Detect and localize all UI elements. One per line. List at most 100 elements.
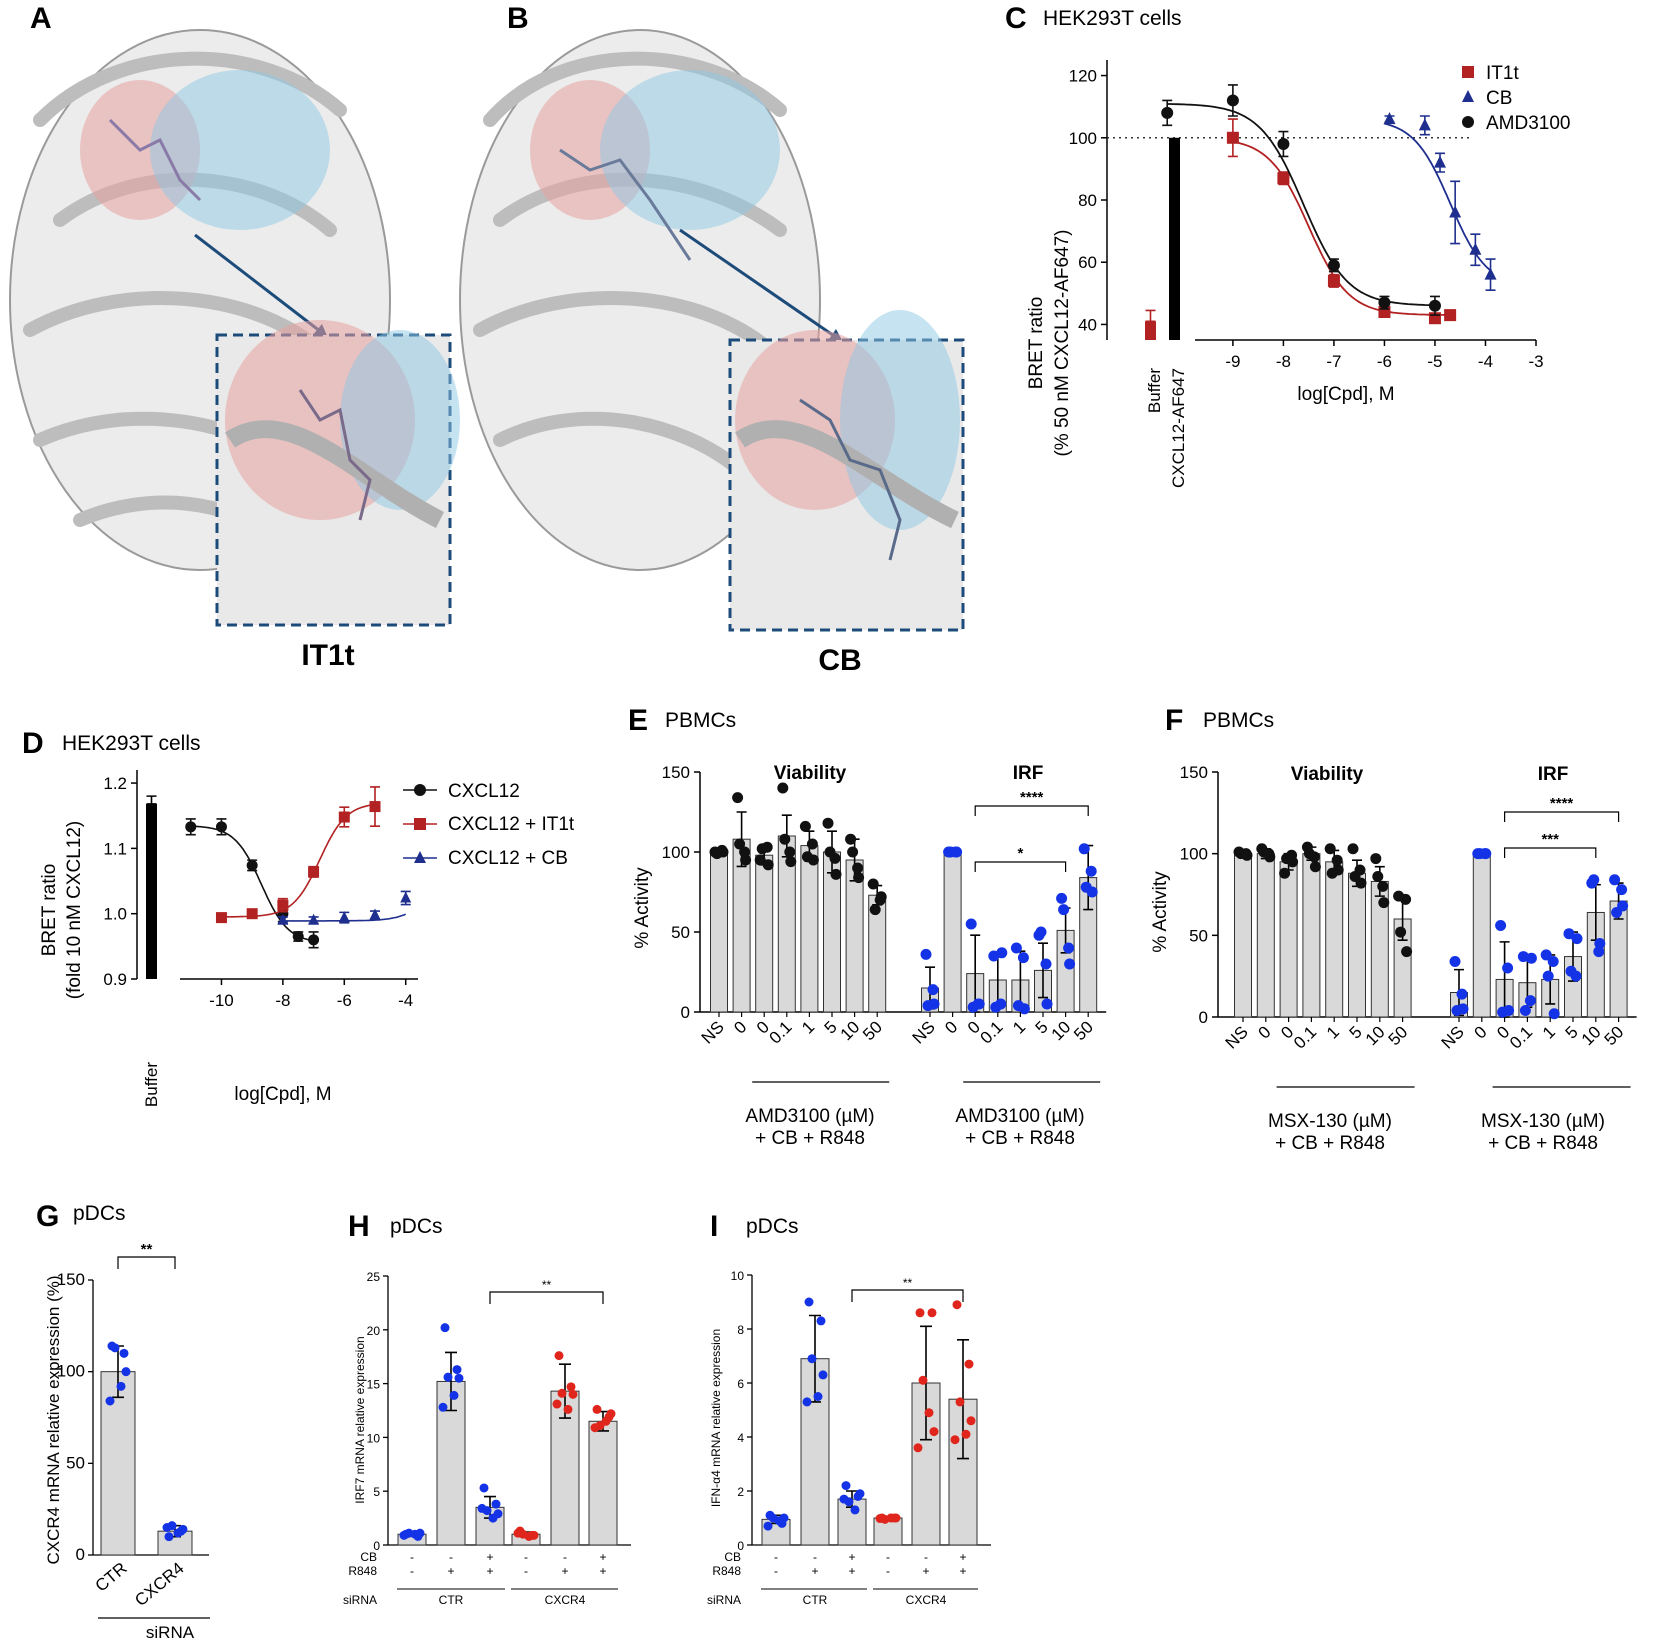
panel-h-dot-2-5 — [493, 1509, 503, 1519]
panel-h-ytick-label-4: 20 — [367, 1324, 381, 1338]
panel-g-subtitle: pDCs — [73, 1202, 126, 1225]
panel-h-cond-0-1: - — [449, 1550, 453, 1564]
panel-c-fit-0 — [1232, 140, 1451, 316]
panel-i-chart: I pDCs IFN-α4 mRNA relative expression 0… — [707, 1210, 991, 1607]
panel-f-dot-1-6-3 — [1593, 946, 1605, 958]
panel-d-legend-it1t: CXCL12 + IT1t — [448, 814, 575, 835]
panel-f-dot-1-0-2 — [1451, 1004, 1463, 1016]
panel-f-xlabel-irf-2: + CB + R848 — [1488, 1133, 1598, 1154]
panel-i-ytick-label-5: 10 — [731, 1269, 745, 1283]
panel-f-group-title-irf: IRF — [1538, 764, 1569, 785]
panel-i-dot-5-2 — [955, 1397, 965, 1407]
panel-h-cond-0-5: + — [599, 1550, 606, 1564]
panel-h-cond-1-1: + — [447, 1564, 454, 1578]
panel-e-xlabel-viability-2: + CB + R848 — [755, 1128, 865, 1149]
panel-f-xlabel-viability-2: + CB + R848 — [1275, 1133, 1385, 1154]
panel-f-ytick-label-0: 0 — [1199, 1008, 1208, 1027]
panel-h-ylabel: IRF7 mRNA relative expression — [353, 1336, 367, 1503]
panel-c-control-cxcl12: CXCL12-AF647 — [1169, 368, 1188, 488]
panel-e-dot-1-6-1 — [1064, 958, 1076, 970]
panel-f-bar-0-4 — [1325, 861, 1344, 1018]
panel-e-dot-0-2-1 — [762, 859, 774, 871]
panel-c-ylabel-2: (% 50 nM CXCL12-AF647) — [1052, 229, 1073, 456]
panel-c-point-2-4 — [1378, 296, 1391, 309]
panel-h-cond-0-3: - — [524, 1550, 528, 1564]
panel-e-chart: E PBMCs % Activity Viability IRF AMD3100… — [628, 704, 1107, 1149]
panel-e-ytick-label-1: 50 — [671, 923, 690, 942]
panel-g-dot-1-4 — [162, 1523, 172, 1532]
panel-h-ytick-label-2: 10 — [367, 1431, 381, 1445]
panel-h-ytick-label-1: 5 — [373, 1485, 380, 1499]
panel-h-chart: H pDCs IRF7 mRNA relative expression 0 5 1… — [343, 1210, 631, 1607]
panel-f-xtick-label-0-5: 5 — [1346, 1022, 1366, 1042]
panel-e-dot-0-1-2 — [734, 838, 746, 850]
panel-d-point-0-2 — [246, 859, 258, 871]
panel-c-subtitle: HEK293T cells — [1043, 7, 1182, 30]
panel-e-dot-1-0-0 — [920, 948, 932, 960]
panel-c-xtick-label-5: -4 — [1478, 352, 1493, 371]
panel-e-dot-0-3-3 — [784, 846, 796, 858]
panel-e-dot-1-0-3 — [927, 984, 939, 996]
panel-i-cond-0-1: - — [813, 1550, 817, 1564]
panel-i-dot-3-4 — [875, 1514, 885, 1524]
panel-i-dot-2-4 — [839, 1494, 849, 1504]
panel-d-chart: D HEK293T cells BRET ratio (fold 10 nM C… — [22, 727, 575, 1107]
panel-f-xtick-label-0-0: NS — [1222, 1022, 1252, 1052]
panel-h-ytick-label-3: 15 — [367, 1378, 381, 1392]
panel-f-sig-label-1: *** — [1541, 831, 1559, 848]
panel-h-sig-label-0: ** — [542, 1278, 552, 1292]
panel-h-cond-1-2: + — [486, 1564, 493, 1578]
panel-c-xtick-label-2: -7 — [1326, 352, 1341, 371]
panel-g-ylabel: CXCR4 mRNA relative expression (%) — [44, 1275, 63, 1564]
panel-e-dot-0-6-2 — [847, 846, 859, 858]
panel-i-dot-2-0 — [841, 1481, 851, 1491]
panel-f-sig-bracket-1 — [1504, 847, 1597, 858]
panel-i-dot-1-3 — [813, 1392, 823, 1401]
panel-a-caption: IT1t — [301, 639, 354, 672]
panel-i-dot-2-5 — [855, 1489, 865, 1499]
panel-d-xtick-label-2: -6 — [337, 991, 352, 1010]
panel-e-dot-1-5-1 — [1041, 998, 1053, 1010]
panel-f-subtitle: PBMCs — [1203, 709, 1274, 732]
panel-i-sirna-name: siRNA — [707, 1593, 741, 1607]
panel-f-dot-0-4-3 — [1331, 854, 1343, 866]
panel-h-cond-1-5: + — [599, 1564, 606, 1578]
panel-c-point-1-3 — [1449, 205, 1462, 218]
panel-d-legend-marker-1 — [414, 818, 426, 830]
panel-d-legend-marker-2 — [414, 851, 426, 863]
panel-h-dot-2-0 — [479, 1483, 489, 1493]
panel-b-label: B — [507, 2, 529, 35]
panel-e-dot-0-3-2 — [779, 833, 791, 845]
panel-e-xtick-label-0-7: 50 — [859, 1017, 886, 1044]
panel-c-point-1-2 — [1434, 155, 1447, 168]
panel-g-dot-0-3 — [116, 1381, 126, 1391]
panel-e-dot-0-5-1 — [830, 868, 842, 880]
panel-f-dot-0-6-2 — [1372, 871, 1384, 883]
panel-i-sig-bracket-0 — [851, 1289, 964, 1302]
panel-f-ytick-label-2: 100 — [1180, 845, 1208, 864]
panel-d-point-1-5 — [369, 801, 381, 813]
panel-e-ytick-label-2: 100 — [662, 843, 690, 862]
panel-e-xtick-label-0-0: NS — [698, 1017, 728, 1047]
panel-i-cond-0-5: + — [959, 1550, 966, 1564]
panel-e-ytick-label-0: 0 — [681, 1003, 690, 1022]
panel-c-point-1-5 — [1484, 267, 1497, 280]
panel-e-xtick-label-1-5: 5 — [1032, 1017, 1052, 1037]
panel-c-point-1-4 — [1469, 242, 1482, 255]
panel-f-dot-1-2-3 — [1502, 962, 1514, 974]
panel-h-cond-name-1: R848 — [348, 1564, 377, 1578]
panel-i-cond-0-4: - — [924, 1550, 928, 1564]
panel-f-xtick-label-0-7: 50 — [1385, 1022, 1412, 1049]
panel-h-label: H — [348, 1210, 370, 1243]
panel-i-dot-5-5 — [966, 1416, 976, 1426]
panel-d-ytick-label-2: 1.1 — [103, 839, 127, 858]
panel-h-err-1 — [445, 1351, 457, 1412]
panel-i-dot-3-5 — [891, 1513, 901, 1523]
panel-c-point-0-5 — [1444, 309, 1457, 322]
panel-f-bar-0-5 — [1348, 872, 1366, 1018]
panel-c-xtick-label-6: -3 — [1528, 352, 1543, 371]
panel-g-dot-0-2 — [110, 1343, 120, 1353]
panel-h-dot-5-0 — [592, 1404, 602, 1414]
panel-f-xtick-label-1-4: 1 — [1539, 1022, 1559, 1042]
